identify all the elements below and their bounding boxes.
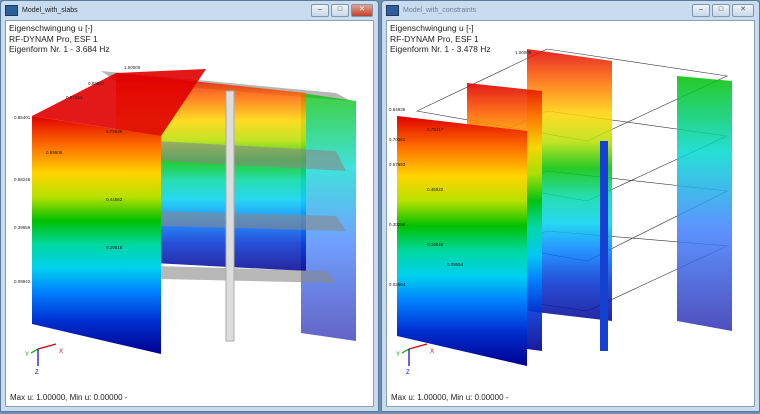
value-labels: 1.00000 0.89657 0.87424 0.85401 0.75636 … [14,65,141,284]
front-wall [397,116,527,366]
mode-shape: Eigenform Nr. 1 - 3.684 Hz [9,44,110,54]
svg-text:0.84936: 0.84936 [389,107,406,112]
svg-text:0.02564: 0.02564 [389,282,406,287]
slab-1 [156,141,346,171]
minimize-button[interactable]: – [311,4,329,17]
minimize-button[interactable]: – [692,4,710,17]
svg-text:0.46022: 0.46022 [427,187,444,192]
svg-text:X: X [59,349,63,355]
svg-text:1.00000: 1.00000 [124,65,141,70]
result-module: RF-DYNAM Pro, ESF 1 [390,33,479,44]
axis-triad: X Y Z [396,343,434,376]
column [600,141,608,351]
svg-text:Z: Z [35,370,39,376]
svg-text:0.87424: 0.87424 [66,95,83,100]
svg-text:0.78417: 0.78417 [427,127,444,132]
axis-triad: X Y Z [25,343,63,376]
slab-2 [156,211,346,231]
max-min-status: Max u: 1.00000, Min u: 0.00000 - [10,393,128,402]
svg-text:X: X [430,349,434,355]
model-render: X Y Z 1.00000 0.89657 0.87424 0.85401 0.… [14,65,356,376]
maximize-button[interactable]: □ [331,4,349,17]
result-info: Eigenschwingung u [-] RF-DYNAM Pro, ESF … [390,23,491,55]
title-bar[interactable]: Model_with_constraints – □ ✕ [382,1,759,20]
svg-text:0.29016: 0.29016 [106,245,123,250]
result-module: RF-DYNAM Pro, ESF 1 [9,33,98,44]
svg-text:0.89657: 0.89657 [88,81,105,86]
svg-text:0.85401: 0.85401 [14,115,31,120]
value-labels: 1.00000 0.84936 0.78417 0.70361 0.57893 … [389,50,532,287]
svg-text:0.75636: 0.75636 [106,129,123,134]
window-title: Model_with_slabs [22,7,78,14]
svg-text:0.44562: 0.44562 [106,197,123,202]
mode-shape: Eigenform Nr. 1 - 3.478 Hz [390,44,491,54]
column [225,90,235,342]
svg-text:Y: Y [25,352,29,358]
result-type: Eigenschwingung u [-] [9,23,93,33]
svg-text:0.19046: 0.19046 [427,242,444,247]
svg-text:0.57893: 0.57893 [389,162,406,167]
svg-text:0.30294: 0.30294 [389,222,406,227]
close-button[interactable]: ✕ [351,4,373,17]
app-icon [5,5,18,16]
svg-text:0.09942: 0.09942 [14,279,31,284]
maximize-button[interactable]: □ [712,4,730,17]
max-min-status: Max u: 1.00000, Min u: 0.00000 - [391,393,509,402]
svg-text:0.69505: 0.69505 [46,150,63,155]
result-type: Eigenschwingung u [-] [390,23,474,33]
close-button[interactable]: ✕ [732,4,754,17]
svg-text:0.39559: 0.39559 [14,225,31,230]
svg-text:0.09554: 0.09554 [447,262,464,267]
svg-text:1.00000: 1.00000 [515,50,532,55]
window-model-with-constraints[interactable]: Model_with_constraints – □ ✕ X [381,0,760,412]
svg-text:0.58246: 0.58246 [14,177,31,182]
front-wall [32,116,161,354]
viewport-3d[interactable]: X Y Z 1.00000 0.84936 0.78417 0.70361 0.… [386,20,755,407]
back-wall [527,49,612,321]
roof-edge [32,69,206,136]
window-model-with-slabs[interactable]: Model_with_slabs – □ ✕ X Y Z [0,0,379,412]
window-title: Model_with_constraints [403,7,477,14]
svg-text:Y: Y [396,352,400,358]
model-render: X Y Z 1.00000 0.84936 0.78417 0.70361 0.… [389,48,732,376]
svg-text:0.70361: 0.70361 [389,137,406,142]
title-bar[interactable]: Model_with_slabs – □ ✕ [1,1,378,20]
viewport-3d[interactable]: X Y Z 1.00000 0.89657 0.87424 0.85401 0.… [5,20,374,407]
slab-3 [156,266,336,283]
result-info: Eigenschwingung u [-] RF-DYNAM Pro, ESF … [9,23,110,55]
app-icon [386,5,399,16]
side-wall [677,76,732,331]
svg-text:Z: Z [406,370,410,376]
